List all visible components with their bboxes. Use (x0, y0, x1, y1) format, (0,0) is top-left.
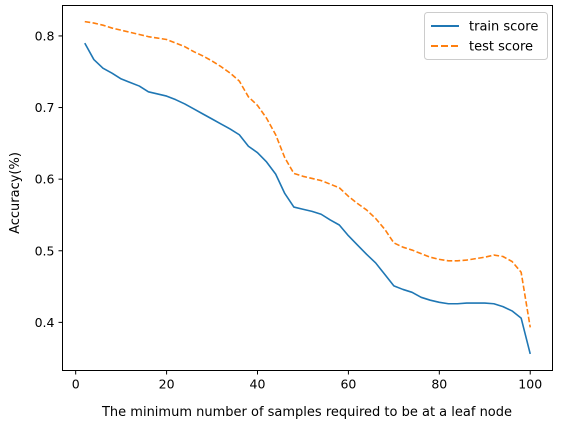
x-axis-ticks: 0 20 40 60 80 100 (72, 370, 542, 392)
x-tick-label: 80 (431, 377, 447, 392)
y-tick-label: 0.8 (35, 28, 55, 43)
y-tick-label: 0.5 (35, 243, 55, 258)
plot-area-frame (62, 5, 553, 371)
x-tick-label: 40 (250, 377, 266, 392)
y-axis-label: Accuracy(%) (8, 152, 23, 234)
x-axis-label: The minimum number of samples required t… (101, 405, 512, 420)
x-tick-label: 60 (340, 377, 356, 392)
x-tick-label: 100 (518, 377, 542, 392)
legend-train-label: train score (469, 20, 538, 35)
y-tick-label: 0.6 (35, 172, 55, 187)
x-tick-label: 20 (159, 377, 175, 392)
series-line-test-score (84, 20, 532, 328)
series-line-train-score (84, 42, 532, 355)
y-tick-label: 0.7 (35, 100, 55, 115)
y-axis-ticks: 0.4 0.5 0.6 0.7 0.8 (35, 28, 63, 330)
y-tick-label: 0.4 (35, 315, 55, 330)
legend: train score test score (424, 12, 548, 60)
legend-test-label: test score (469, 40, 533, 55)
series-lines (84, 20, 532, 355)
x-tick-label: 0 (72, 377, 80, 392)
legend-box (424, 12, 548, 60)
